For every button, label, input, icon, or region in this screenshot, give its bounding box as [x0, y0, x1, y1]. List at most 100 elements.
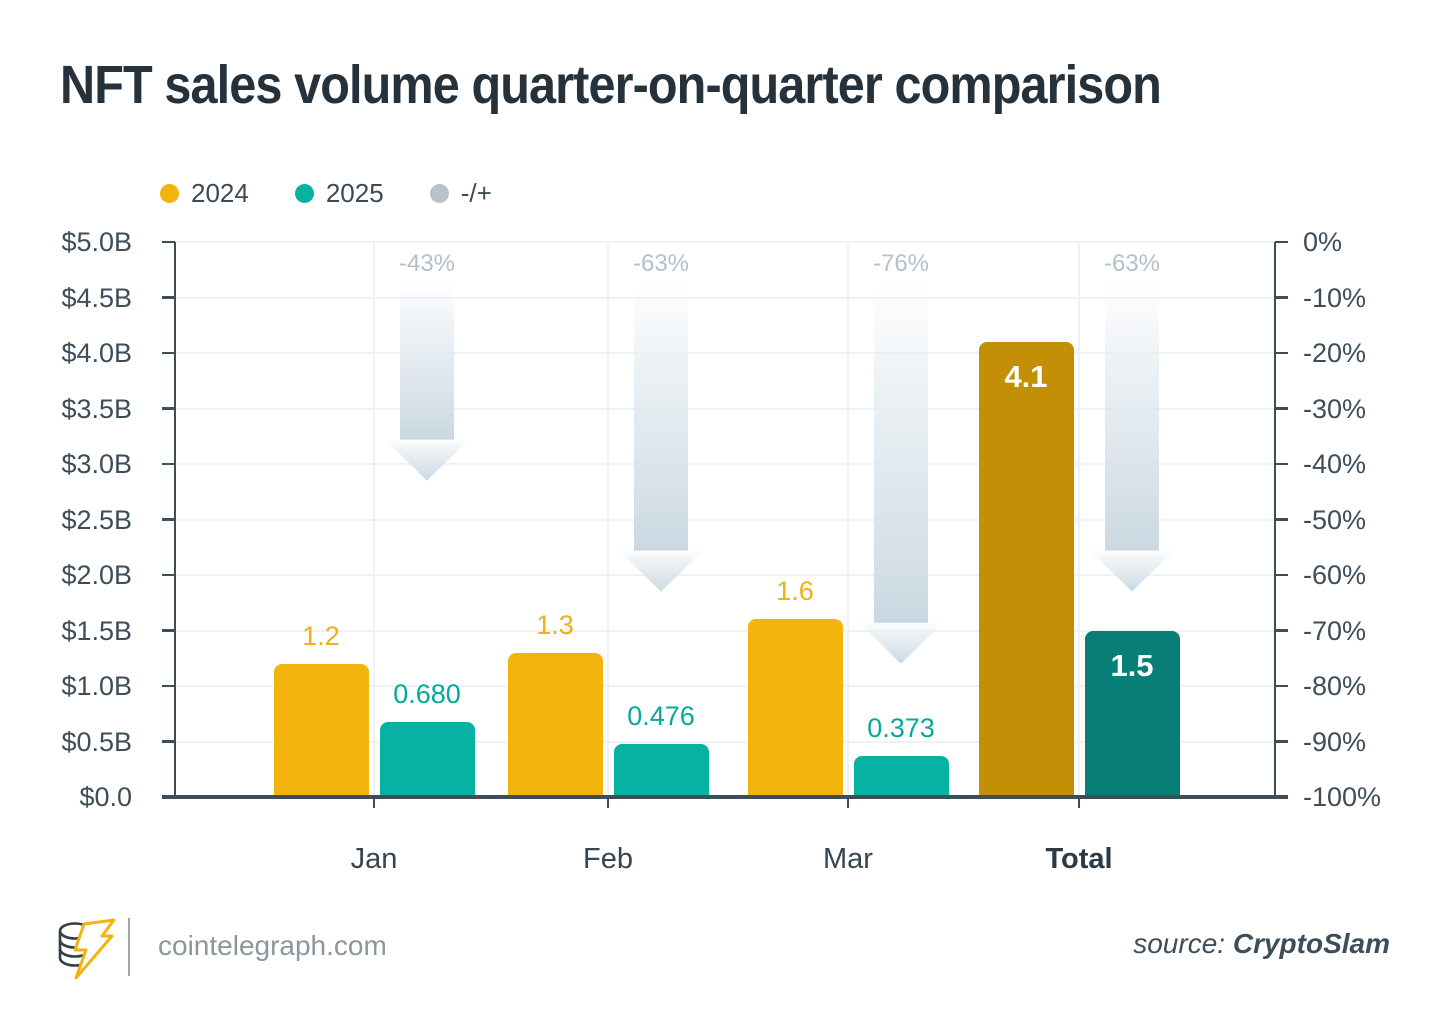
y-right-tick [1275, 684, 1288, 688]
y-right-tick [1275, 740, 1288, 743]
x-category-label: Mar [823, 843, 873, 875]
bar-value-label: 0.373 [867, 712, 935, 743]
bar-2025-jan [379, 721, 475, 797]
gridline-horizontal [175, 241, 1275, 243]
decline-arrow-icon [618, 284, 704, 592]
decline-arrow-icon [384, 284, 470, 481]
gridline-vertical [373, 242, 375, 797]
y-right-tick-label: 0% [1303, 227, 1343, 257]
y-right-tick-label: -60% [1303, 560, 1367, 590]
decline-arrow-icon [1089, 284, 1175, 592]
y-left-tick-label: $1.0B [61, 671, 132, 701]
chart-title: NFT sales volume quarter-on-quarter comp… [60, 55, 1162, 115]
cointelegraph-logo-icon [58, 918, 116, 980]
legend-dot-icon [429, 184, 449, 203]
bar-2024-jan [273, 663, 369, 797]
decline-pct-label: -76% [872, 250, 930, 277]
y-left-tick [162, 407, 175, 410]
legend-item-: -/+ [429, 178, 492, 209]
y-left-tick-label: $3.0B [61, 449, 132, 479]
footer-divider [128, 918, 130, 976]
bar-value-label: 0.680 [393, 678, 461, 709]
y-right-tick-label: -50% [1303, 504, 1367, 535]
y-left-tick-label: $3.5B [61, 393, 132, 424]
y-left-tick-label: $4.5B [61, 282, 132, 313]
y-right-tick-label: -80% [1303, 671, 1367, 701]
y-left-tick [162, 462, 175, 466]
x-axis-tick [846, 799, 850, 808]
y-right-tick [1275, 518, 1288, 521]
y-right-tick-label: -20% [1303, 338, 1367, 368]
bar-value-label: 1.2 [302, 620, 340, 651]
y-axis-left-line [173, 242, 177, 797]
legend-dot-icon [160, 184, 179, 203]
gridline-vertical [847, 242, 849, 797]
y-left-tick-label: $0.0 [79, 782, 132, 812]
legend-label: 2025 [325, 178, 384, 208]
y-right-tick [1275, 573, 1288, 577]
gridline-horizontal [175, 740, 1275, 743]
y-left-tick-label: $5.0B [61, 227, 132, 257]
bar-2024-mar [747, 619, 843, 797]
bar-value-label: 4.1 [1004, 358, 1048, 394]
x-category-label: Feb [583, 843, 633, 875]
x-axis-line [162, 795, 1288, 799]
y-left-tick [162, 684, 175, 688]
decline-pct-label: -43% [398, 250, 456, 277]
y-right-tick [1275, 629, 1288, 632]
y-left-tick-label: $2.0B [61, 560, 132, 590]
y-right-tick [1275, 296, 1288, 299]
bar-2024-feb [507, 652, 603, 797]
y-left-tick-label: $2.5B [61, 504, 132, 535]
y-right-tick-label: -70% [1303, 615, 1367, 646]
x-axis-tick [1077, 799, 1081, 808]
y-right-tick-label: -100% [1303, 782, 1382, 812]
gridline-horizontal [175, 629, 1275, 632]
legend-item-2024: 2024 [160, 178, 249, 209]
gridline-horizontal [175, 463, 1275, 465]
bar-2025-mar [853, 755, 949, 797]
x-axis-tick [372, 799, 376, 808]
y-left-tick [162, 240, 175, 244]
legend-label: 2024 [191, 178, 249, 208]
bar-value-label: 1.6 [776, 576, 814, 607]
source-prefix: source: [1133, 928, 1226, 959]
legend-item-2025: 2025 [294, 178, 384, 209]
legend-dot-icon [294, 184, 314, 203]
y-right-tick [1275, 351, 1288, 355]
y-left-tick [162, 740, 175, 743]
bar-2025-feb [613, 744, 709, 797]
legend-label: -/+ [460, 178, 492, 208]
y-left-tick [162, 629, 175, 632]
y-right-tick [1275, 462, 1288, 466]
x-category-label: Jan [350, 843, 398, 875]
decline-pct-label: -63% [632, 250, 690, 277]
gridline-horizontal [175, 685, 1275, 687]
chart-legend: 2024 2025 -/+ [160, 178, 492, 209]
y-left-tick [162, 351, 175, 355]
bar-value-label: 0.476 [627, 701, 695, 732]
y-left-tick [162, 296, 175, 299]
bar-value-label: 1.3 [536, 609, 574, 640]
source-name: CryptoSlam [1232, 928, 1390, 959]
x-axis-tick [606, 799, 610, 808]
y-right-tick-label: -90% [1303, 726, 1367, 757]
y-right-tick [1275, 407, 1288, 410]
gridline-horizontal [175, 518, 1275, 521]
y-left-tick-label: $1.5B [61, 615, 132, 646]
decline-arrow-icon [858, 284, 944, 664]
bar-2025-total [1084, 630, 1180, 797]
y-left-tick [162, 518, 175, 521]
y-left-tick-label: $4.0B [61, 338, 132, 368]
footer-source: source: CryptoSlam [1133, 928, 1390, 960]
gridline-horizontal [175, 296, 1275, 299]
y-left-tick-label: $0.5B [61, 726, 132, 757]
footer-site-text: cointelegraph.com [158, 930, 387, 961]
y-right-tick [1275, 240, 1288, 244]
gridline-vertical [1078, 242, 1080, 797]
gridline-horizontal [175, 407, 1275, 410]
gridline-horizontal [175, 574, 1275, 576]
bar-2024-total [978, 341, 1074, 797]
